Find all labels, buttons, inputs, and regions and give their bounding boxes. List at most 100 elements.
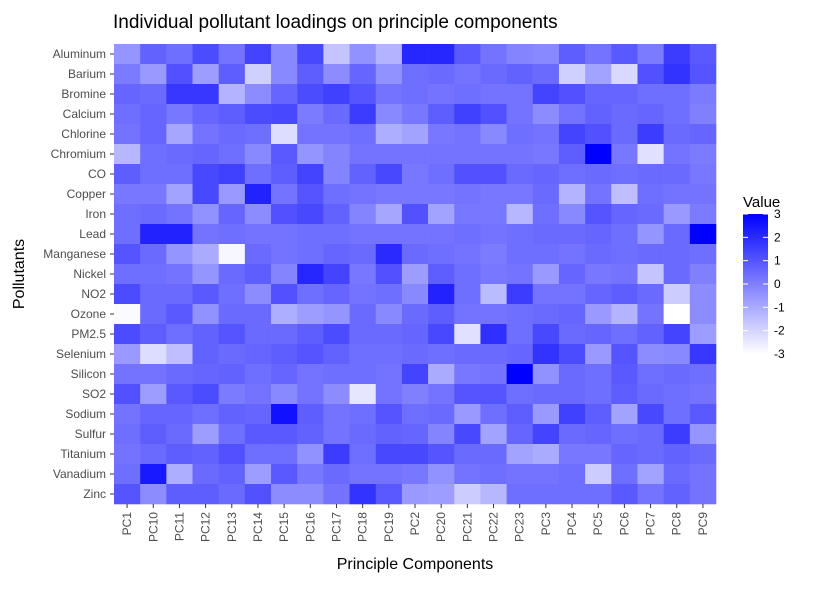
heatmap-cell: [244, 204, 272, 225]
heatmap-cell: [611, 44, 638, 65]
heatmap-cell: [558, 144, 586, 165]
heatmap-cell: [689, 484, 717, 505]
heatmap-cell: [663, 144, 691, 165]
heatmap-cell: [244, 244, 272, 265]
heatmap-cell: [323, 124, 350, 145]
heatmap-cell: [114, 144, 141, 165]
heatmap-cell: [323, 224, 350, 245]
heatmap-cell: [140, 124, 167, 145]
heatmap-cell: [428, 284, 455, 305]
y-tick-label: Bromine: [61, 87, 106, 101]
heatmap-cell: [689, 384, 717, 405]
heatmap-cell: [192, 44, 219, 65]
x-tick-label: PC23: [513, 512, 527, 542]
heatmap-cell: [401, 384, 429, 405]
heatmap-cell: [166, 304, 193, 325]
heatmap-cell: [323, 484, 350, 505]
heatmap-cell: [323, 404, 350, 425]
heatmap-cell: [611, 384, 638, 405]
heatmap-cell: [375, 424, 403, 445]
heatmap-cell: [244, 484, 272, 505]
heatmap-cell: [218, 324, 246, 345]
heatmap-cell: [323, 424, 350, 445]
heatmap-cell: [271, 124, 298, 145]
x-tick-label: PC1: [120, 512, 134, 536]
heatmap-cell: [140, 444, 167, 465]
heatmap-cell: [349, 244, 377, 265]
heatmap-cell: [218, 184, 246, 205]
heatmap-cell: [349, 204, 377, 225]
heatmap-cell: [532, 444, 560, 465]
heatmap-cell: [140, 304, 167, 325]
heatmap-cell: [297, 304, 324, 325]
heatmap-cell: [271, 464, 298, 485]
heatmap-cell: [166, 164, 193, 185]
heatmap-cell: [611, 244, 638, 265]
heatmap-cell: [663, 404, 691, 425]
heatmap-cell: [349, 44, 377, 65]
heatmap-cell: [166, 424, 193, 445]
chart-title: Individual pollutant loadings on princip…: [113, 12, 558, 33]
heatmap-cell: [506, 244, 534, 265]
heatmap-cell: [114, 404, 141, 425]
heatmap-cell: [454, 484, 481, 505]
heatmap-cell: [480, 364, 507, 385]
heatmap-cell: [611, 304, 638, 325]
heatmap-cell: [192, 124, 219, 145]
heatmap-cell: [349, 284, 377, 305]
heatmap-cell: [689, 264, 717, 285]
heatmap-cell: [585, 104, 612, 125]
heatmap-cell: [166, 244, 193, 265]
heatmap-cell: [297, 344, 324, 365]
heatmap-cell: [558, 284, 586, 305]
y-tick-label: Ozone: [71, 307, 107, 321]
heatmap-cell: [297, 404, 324, 425]
heatmap-cell: [271, 384, 298, 405]
heatmap-cell: [428, 124, 455, 145]
heatmap-cell: [244, 184, 272, 205]
heatmap-cell: [271, 204, 298, 225]
x-tick-label: PC6: [617, 512, 631, 536]
heatmap-cell: [454, 344, 481, 365]
heatmap-cell: [349, 484, 377, 505]
heatmap-cell: [637, 404, 664, 425]
heatmap-cell: [689, 464, 717, 485]
heatmap-cell: [689, 144, 717, 165]
heatmap-cell: [244, 44, 272, 65]
y-axis-ticks: Aluminum Barium Bromine Calcium Chlorine Chro…: [43, 47, 114, 501]
heatmap-cell: [140, 464, 167, 485]
heatmap-cell: [611, 144, 638, 165]
heatmap-cell: [428, 144, 455, 165]
heatmap-cell: [271, 104, 298, 125]
x-tick-label: PC20: [434, 512, 448, 542]
heatmap-cell: [532, 364, 560, 385]
x-tick-label: PC22: [487, 512, 501, 542]
heatmap-cell: [480, 204, 507, 225]
y-tick-label: Vanadium: [53, 467, 106, 481]
heatmap-cell: [166, 224, 193, 245]
heatmap-cell: [349, 384, 377, 405]
heatmap-cell: [323, 244, 350, 265]
heatmap-cell: [637, 104, 664, 125]
heatmap-cell: [114, 484, 141, 505]
heatmap-cell: [271, 264, 298, 285]
heatmap-cell: [297, 284, 324, 305]
heatmap-cell: [271, 444, 298, 465]
heatmap-cell: [637, 224, 664, 245]
heatmap-cell: [663, 444, 691, 465]
heatmap-cell: [401, 464, 429, 485]
heatmap-cell: [454, 184, 481, 205]
heatmap-cell: [532, 384, 560, 405]
heatmap-cell: [244, 64, 272, 85]
heatmap-cell: [271, 324, 298, 345]
heatmap-cell: [480, 44, 507, 65]
heatmap-cell: [114, 324, 141, 345]
heatmap-cell: [480, 264, 507, 285]
heatmap-cell: [297, 204, 324, 225]
heatmap-cell: [428, 384, 455, 405]
heatmap-cell: [218, 244, 246, 265]
heatmap-cell: [454, 384, 481, 405]
heatmap-cell: [349, 324, 377, 345]
heatmap-cell: [663, 84, 691, 105]
heatmap-cell: [192, 184, 219, 205]
